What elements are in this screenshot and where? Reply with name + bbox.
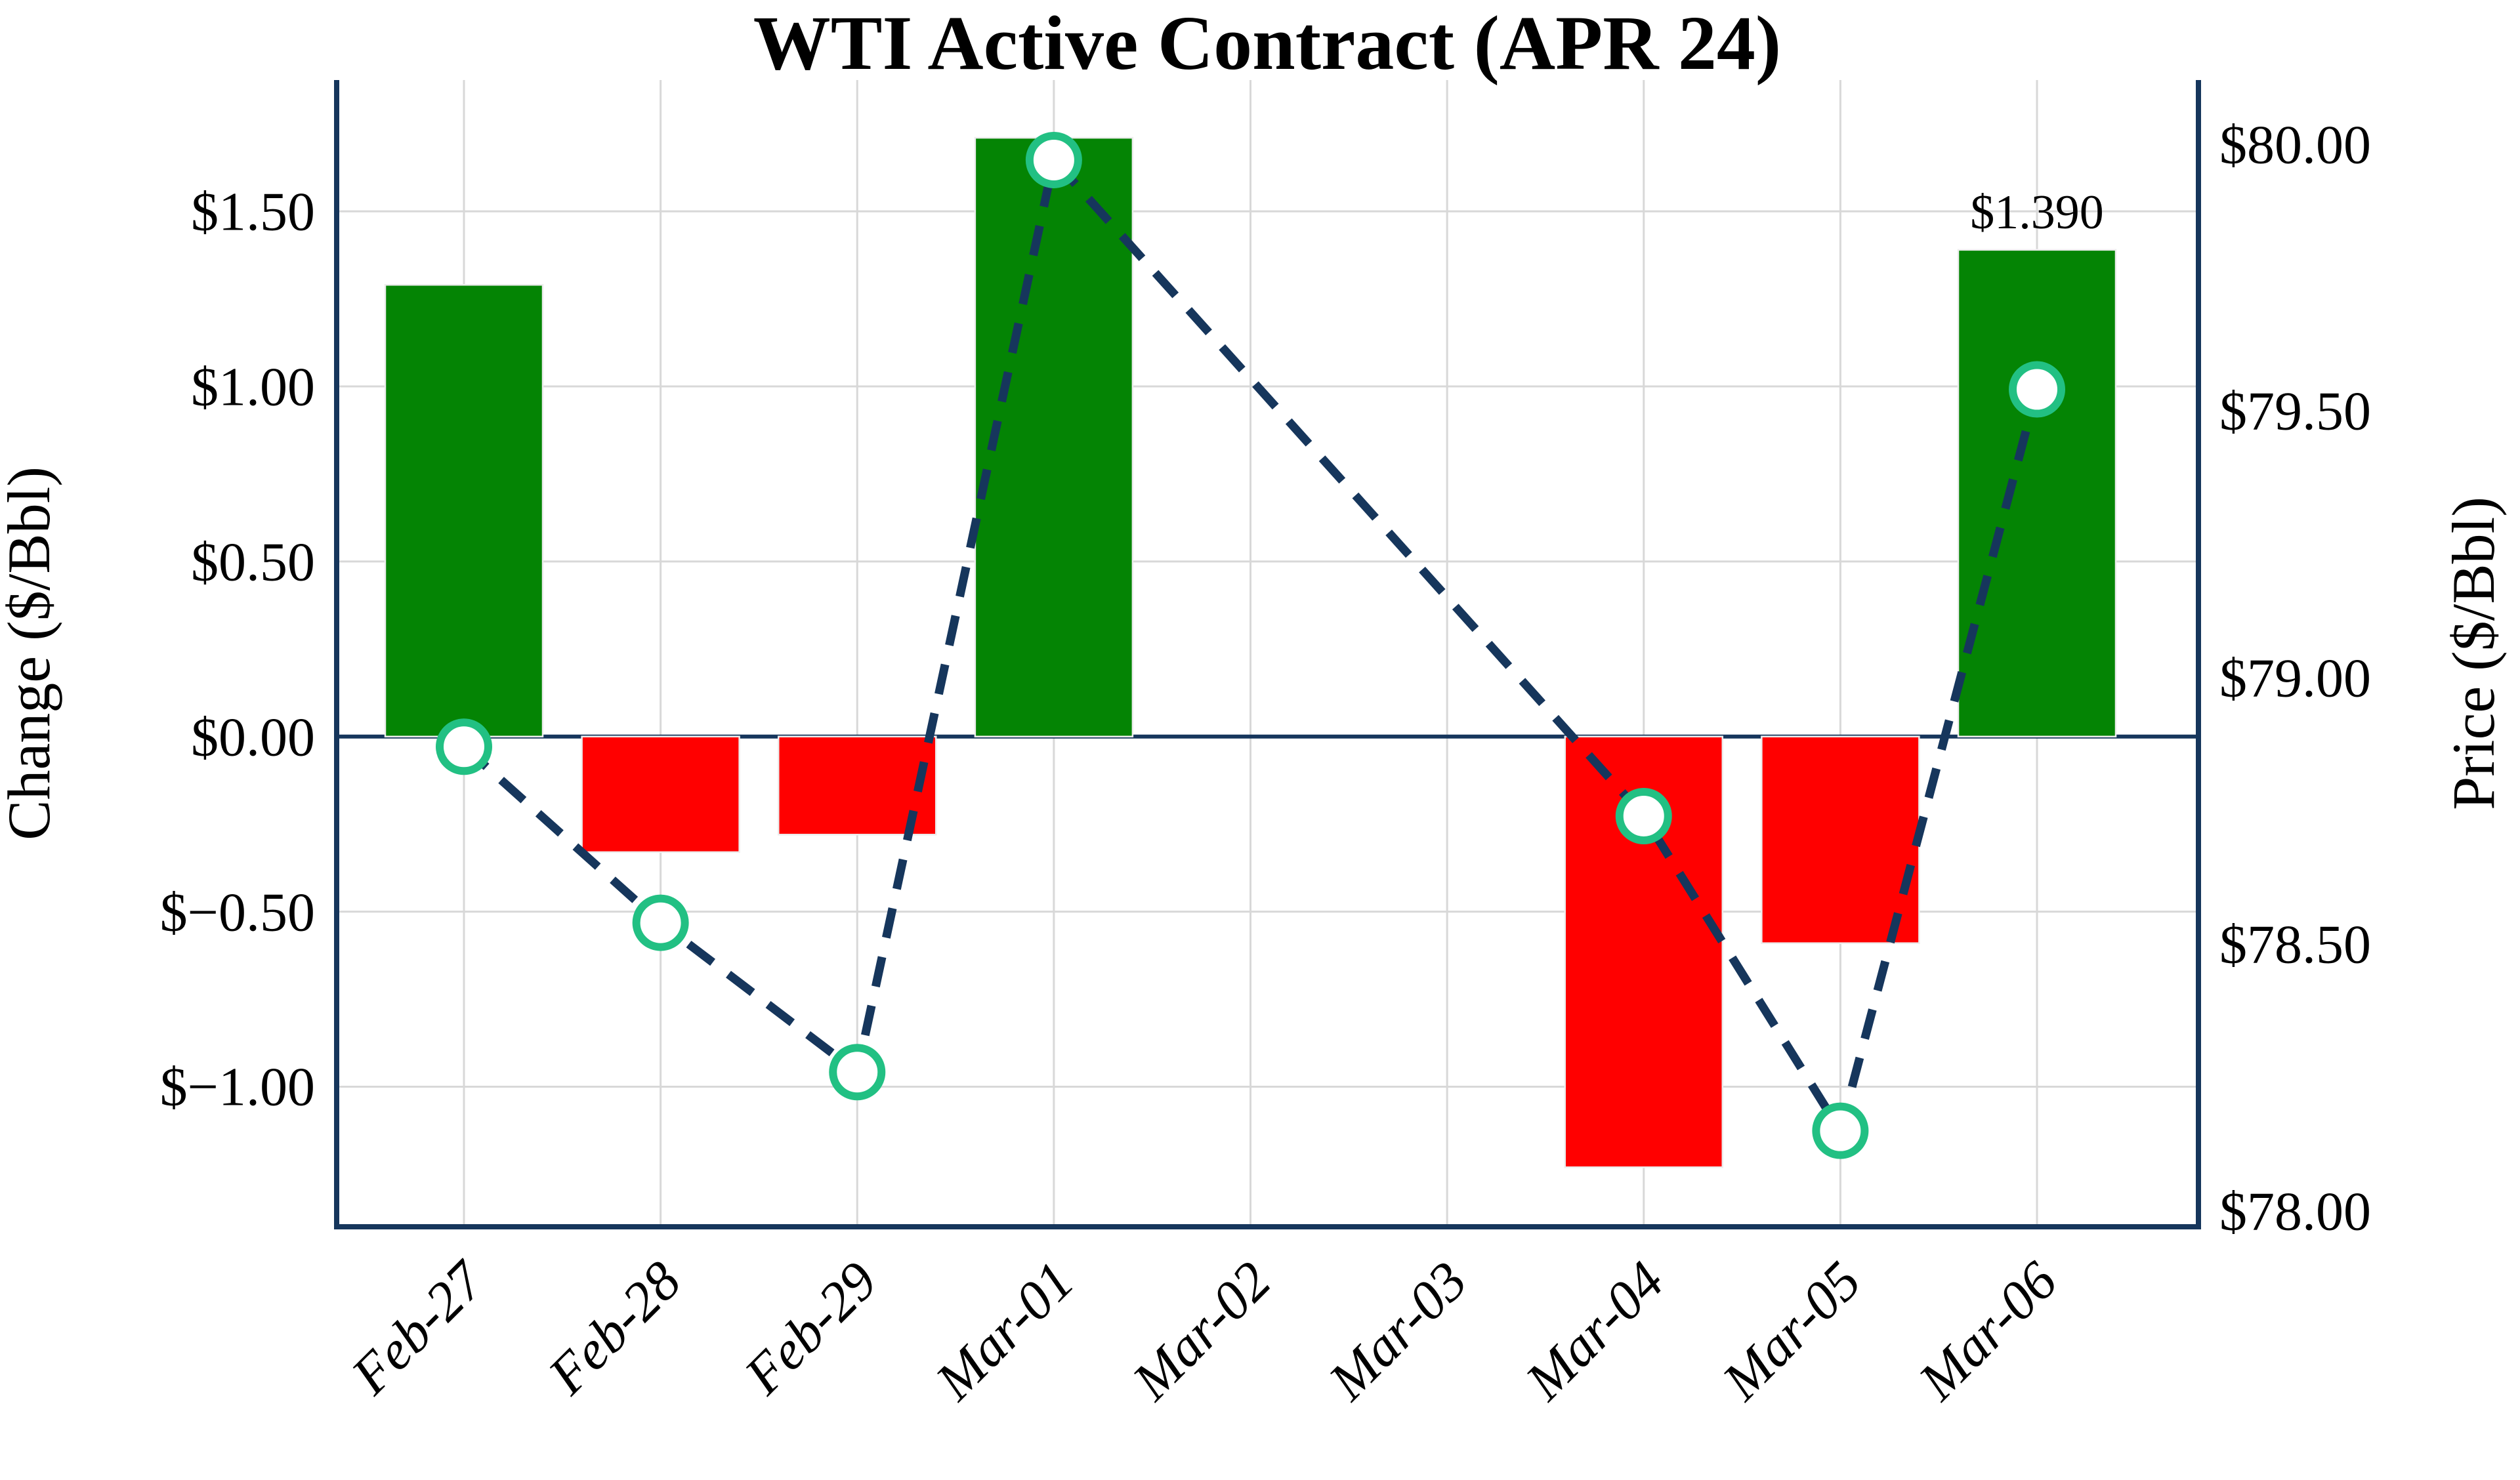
left-tick--1.00: $−1.00 <box>160 1057 315 1118</box>
xtick-mar-02: Mar-02 <box>1121 1250 1283 1412</box>
left-tick-0.50: $0.50 <box>191 532 315 593</box>
xtick-feb-27: Feb-27 <box>339 1249 497 1407</box>
left-tick-1.50: $1.50 <box>191 182 315 243</box>
price-marker-feb-27 <box>436 718 492 775</box>
price-marker-feb-28 <box>632 894 689 951</box>
chart-title: WTI Active Contract (APR 24) <box>753 0 1781 86</box>
xtick-mar-06: Mar-06 <box>1907 1250 2069 1412</box>
left-tick-0.00: $0.00 <box>191 707 315 768</box>
left-axis-title: Change ($/Bbl) <box>0 466 62 840</box>
change-bars <box>384 136 2117 1168</box>
axis-frame <box>334 80 2201 1229</box>
left-tick--0.50: $−0.50 <box>160 882 315 943</box>
left-axis-tick-labels: $1.50 $1.00 $0.50 $0.00 $−0.50 $−1.00 <box>160 182 315 1118</box>
right-tick-80.00: $80.00 <box>2219 115 2371 176</box>
right-tick-78.50: $78.50 <box>2219 915 2371 976</box>
price-marker-mar-01 <box>1025 131 1082 188</box>
x-axis-tick-labels: Feb-27 Feb-28 Feb-29 Mar-01 Mar-02 Mar-0… <box>339 1249 2068 1412</box>
left-tick-1.00: $1.00 <box>191 357 315 418</box>
right-axis-tick-labels: $80.00 $79.50 $79.00 $78.50 $78.00 <box>2219 115 2371 1243</box>
change-bar-mar-05 <box>1761 735 1920 944</box>
price-marker-feb-29 <box>829 1044 886 1101</box>
xtick-mar-04: Mar-04 <box>1514 1250 1676 1412</box>
gridlines <box>337 80 2198 1227</box>
xtick-feb-28: Feb-28 <box>536 1250 692 1407</box>
price-marker-mar-05 <box>1812 1102 1869 1159</box>
right-tick-79.50: $79.50 <box>2219 381 2371 442</box>
right-axis-title: Price ($/Bbl) <box>2440 497 2507 810</box>
price-markers <box>436 131 2065 1159</box>
right-tick-78.00: $78.00 <box>2219 1182 2371 1243</box>
right-tick-79.00: $79.00 <box>2219 648 2371 709</box>
change-bar-mar-06 <box>1957 249 2117 738</box>
xtick-feb-29: Feb-29 <box>732 1250 889 1407</box>
price-marker-mar-06 <box>2009 361 2065 418</box>
change-bar-feb-28 <box>581 735 740 853</box>
bar-value-annotation: $1.390 <box>1970 186 2104 239</box>
xtick-mar-03: Mar-03 <box>1317 1250 1479 1412</box>
xtick-mar-05: Mar-05 <box>1711 1250 1873 1412</box>
change-bar-mar-01 <box>974 136 1134 738</box>
xtick-mar-01: Mar-01 <box>924 1250 1086 1412</box>
change-bar-feb-27 <box>384 283 544 738</box>
price-marker-mar-04 <box>1615 787 1672 844</box>
